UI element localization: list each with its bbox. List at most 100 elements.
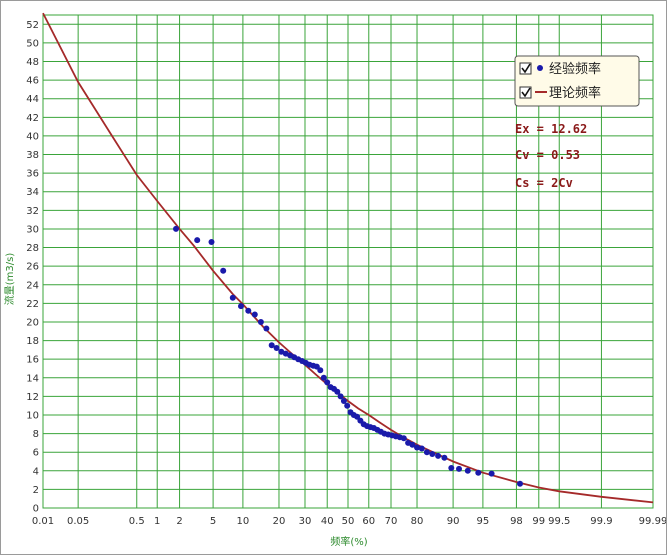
y-tick-label: 50: [26, 38, 39, 49]
x-tick-label: 99.9: [590, 516, 612, 527]
y-tick-label: 14: [26, 373, 39, 384]
legend-checkbox-empirical[interactable]: [519, 62, 532, 75]
empirical-point: [441, 454, 448, 461]
y-tick-label: 18: [26, 336, 39, 347]
y-tick-label: 2: [33, 485, 39, 496]
y-tick-label: 10: [26, 410, 39, 421]
empirical-point: [208, 239, 215, 245]
x-tick-label: 99.5: [548, 516, 570, 527]
x-tick-label: 99: [532, 516, 545, 527]
x-tick-label: 5: [210, 516, 216, 527]
empirical-points-layer: [173, 225, 523, 487]
empirical-point: [257, 319, 264, 325]
y-tick-label: 4: [33, 466, 39, 477]
empirical-point: [448, 465, 455, 471]
y-tick-label: 44: [26, 94, 39, 105]
empirical-point: [273, 345, 280, 351]
x-tick-label: 0.01: [32, 516, 54, 527]
empirical-point: [334, 388, 341, 395]
y-tick-labels: 0246810121416182022242628303234363840424…: [26, 20, 39, 515]
legend-checkbox-theoretical[interactable]: [519, 86, 532, 99]
y-tick-label: 34: [26, 187, 39, 198]
x-tick-label: 95: [477, 516, 490, 527]
x-tick-label: 40: [321, 516, 334, 527]
y-tick-label: 6: [33, 448, 39, 459]
legend-label-empirical: 经验频率: [549, 61, 601, 77]
empirical-point: [475, 469, 482, 476]
empirical-point: [456, 465, 462, 472]
y-tick-label: 26: [26, 262, 39, 273]
x-tick-label: 80: [411, 516, 424, 527]
statistics-annotations: Ex = 12.62 Cv = 0.53 Cs = 2Cv: [515, 122, 587, 190]
legend-label-theoretical: 理论频率: [549, 85, 601, 101]
legend-item-theoretical[interactable]: 理论频率: [519, 85, 601, 101]
y-tick-label: 40: [26, 131, 39, 142]
annotation-cv: Cv = 0.53: [515, 148, 580, 162]
y-tick-label: 30: [26, 224, 39, 235]
empirical-point: [400, 435, 407, 442]
empirical-point: [423, 449, 430, 456]
y-tick-label: 8: [33, 429, 39, 440]
y-tick-label: 42: [26, 113, 39, 124]
legend: 经验频率 理论频率: [514, 55, 640, 107]
y-tick-label: 32: [26, 206, 39, 217]
x-tick-label: 0.05: [67, 516, 89, 527]
x-tick-labels: 0.01 0.05 0.5 1 2 5 10 20 30 40 50 60 70 80 90 95 98 99 99…: [32, 516, 666, 527]
x-axis-title: 频率(%): [330, 535, 367, 548]
empirical-point: [320, 374, 327, 381]
annotation-ex: Ex = 12.62: [515, 122, 587, 136]
empirical-point: [317, 367, 324, 374]
y-tick-label: 36: [26, 169, 39, 180]
empirical-point: [278, 348, 285, 355]
legend-item-empirical[interactable]: 经验频率: [519, 61, 601, 77]
x-tick-label: 2: [176, 516, 182, 527]
empirical-point: [337, 393, 344, 400]
empirical-point: [517, 480, 523, 487]
y-tick-label: 38: [26, 150, 39, 161]
y-tick-label: 22: [26, 299, 39, 310]
empirical-point: [464, 467, 471, 474]
x-tick-label: 60: [362, 516, 375, 527]
empirical-point: [220, 267, 227, 274]
annotation-cs: Cs = 2Cv: [515, 176, 573, 190]
check-icon: [521, 87, 531, 98]
y-tick-label: 24: [26, 280, 39, 291]
x-tick-label: 99.99: [639, 516, 666, 527]
x-tick-label: 0.5: [129, 516, 145, 527]
empirical-point: [238, 303, 244, 310]
y-tick-label: 46: [26, 76, 39, 87]
empirical-point: [324, 379, 331, 386]
empirical-point: [414, 444, 420, 451]
x-tick-label: 98: [510, 516, 523, 527]
y-tick-label: 28: [26, 243, 39, 254]
x-tick-label: 50: [342, 516, 355, 527]
y-tick-label: 20: [26, 317, 39, 328]
empirical-point: [435, 452, 442, 459]
empirical-point: [173, 225, 179, 232]
empirical-point: [344, 402, 351, 409]
check-icon: [521, 63, 531, 74]
empirical-point: [418, 445, 425, 452]
x-tick-label: 30: [299, 516, 312, 527]
empirical-point: [268, 342, 275, 349]
empirical-point: [263, 325, 270, 332]
x-tick-label: 10: [237, 516, 250, 527]
y-tick-label: 16: [26, 355, 39, 366]
y-axis-title: 流量(m3/s): [3, 253, 16, 306]
y-tick-label: 52: [26, 20, 39, 31]
empirical-point: [229, 294, 236, 301]
y-tick-label: 0: [33, 504, 39, 515]
y-tick-label: 12: [26, 392, 39, 403]
empirical-point: [194, 237, 201, 244]
axes: [42, 14, 654, 509]
x-tick-label: 20: [273, 516, 286, 527]
legend-marker-dot: [537, 65, 543, 71]
empirical-point: [251, 311, 258, 318]
plot-border: [42, 14, 654, 509]
legend-box: [514, 55, 640, 107]
y-tick-label: 48: [26, 57, 39, 68]
x-tick-label: 70: [385, 516, 398, 527]
empirical-point: [488, 470, 495, 477]
x-tick-label: 1: [154, 516, 160, 527]
